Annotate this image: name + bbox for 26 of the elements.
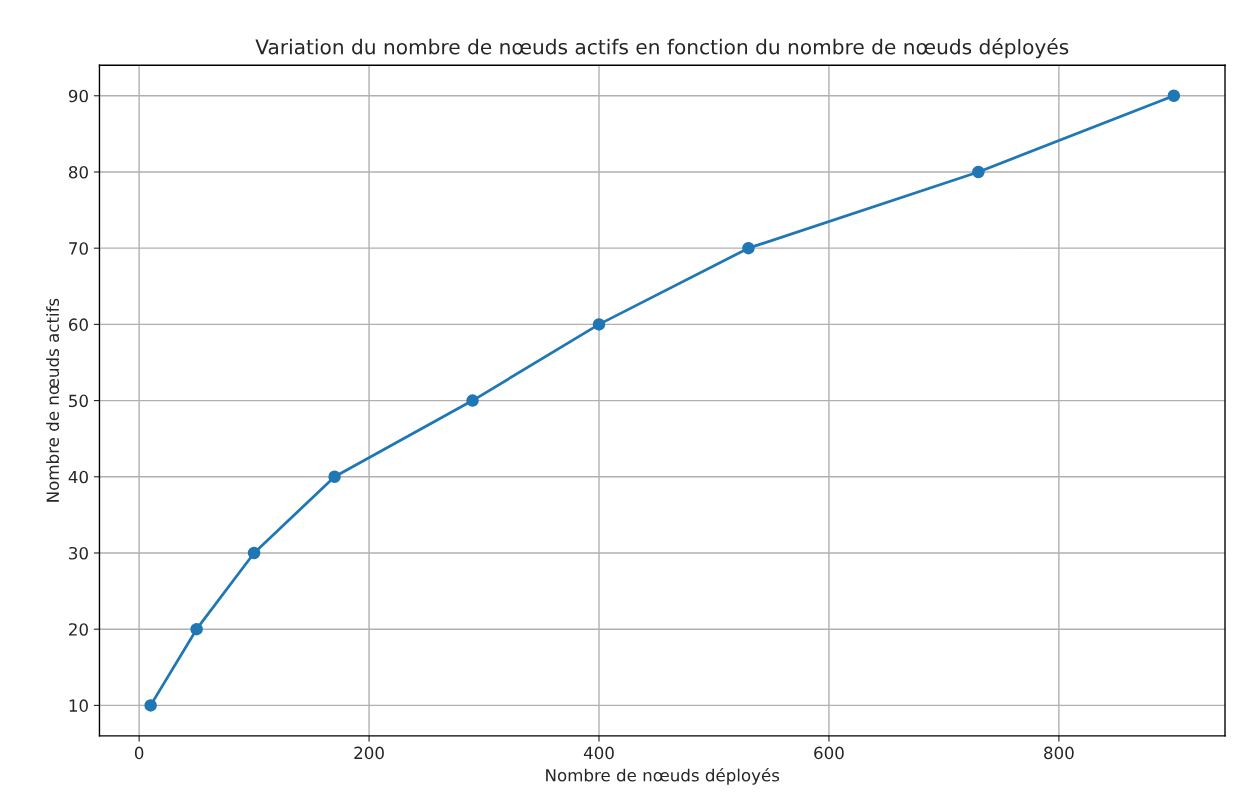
y-tick-label: 50 [69, 394, 88, 408]
x-tick-label: 600 [814, 746, 844, 760]
point [972, 165, 985, 179]
y-tick-label: 70 [69, 242, 88, 255]
y-tick-label: 40 [68, 470, 88, 484]
x-tick-label: 400 [583, 746, 614, 760]
point [592, 318, 606, 331]
point [742, 241, 755, 255]
point [466, 394, 479, 407]
point [328, 470, 341, 484]
point [1167, 89, 1181, 103]
point [247, 546, 261, 560]
x-tick-label: 0 [134, 746, 144, 760]
y-tick-label: 10 [69, 699, 88, 712]
y-tick-label: 60 [69, 318, 88, 331]
x-axis-title: Nombre de nœuds déployés [546, 767, 780, 785]
point [190, 622, 203, 636]
x-tick-label: 200 [354, 746, 384, 760]
y-tick-label: 80 [68, 165, 88, 179]
chart-title: Variation du nombre de nœuds actifs en fonction du nombre de nœuds déployés [255, 38, 1069, 59]
y-tick-label: 20 [69, 623, 88, 636]
point [144, 699, 157, 712]
y-axis-title: Nombre de nœuds actifs [46, 298, 60, 502]
y-tick-label: 30 [69, 546, 88, 560]
y-tick-label: 90 [68, 89, 88, 103]
x-tick-label: 800 [1044, 746, 1074, 760]
